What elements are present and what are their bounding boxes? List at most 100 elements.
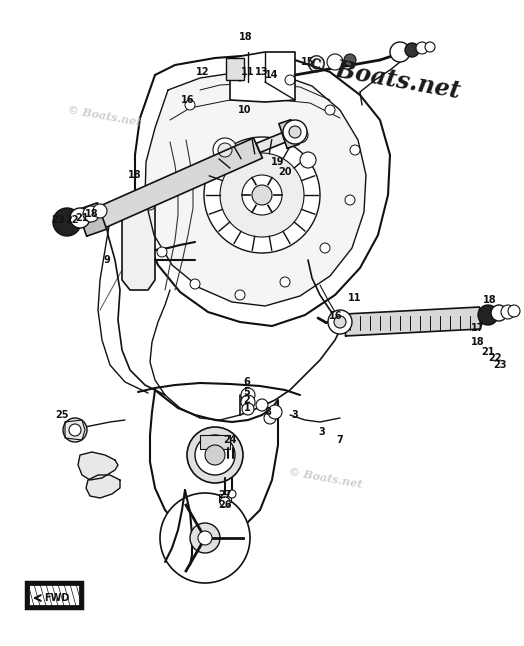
Text: 24: 24 [223,435,237,445]
Text: 7: 7 [336,435,343,445]
Text: 2: 2 [244,395,250,405]
Circle shape [344,54,356,66]
Circle shape [187,427,243,483]
Circle shape [508,305,520,317]
Polygon shape [145,72,366,306]
Text: 20: 20 [278,167,292,177]
Circle shape [416,42,428,54]
Circle shape [190,523,220,553]
Circle shape [280,277,290,287]
Text: 25: 25 [55,410,69,420]
Text: 18: 18 [128,170,142,180]
Text: 9: 9 [104,255,111,265]
Circle shape [264,412,276,424]
Text: 14: 14 [265,70,279,80]
Polygon shape [65,420,85,440]
Circle shape [70,208,90,228]
Text: © Boats.net: © Boats.net [287,466,363,490]
Circle shape [292,127,308,143]
Polygon shape [95,138,263,228]
Text: 5: 5 [244,387,250,397]
Polygon shape [150,390,278,538]
Polygon shape [256,132,287,152]
Text: 27: 27 [219,490,232,500]
Circle shape [327,54,343,70]
Circle shape [325,105,335,115]
Circle shape [256,399,268,411]
Text: 18: 18 [471,337,485,347]
Circle shape [289,126,301,138]
Circle shape [425,42,435,52]
Text: 15: 15 [301,57,315,67]
Polygon shape [78,203,106,236]
Text: 16: 16 [181,95,195,105]
Circle shape [218,143,232,157]
Text: 21: 21 [75,213,89,223]
Circle shape [300,152,316,168]
Circle shape [220,153,304,237]
Circle shape [478,305,498,325]
Circle shape [213,138,237,162]
Circle shape [195,435,235,475]
Text: 3: 3 [292,410,298,420]
Circle shape [390,42,410,62]
Circle shape [285,75,295,85]
Circle shape [83,206,99,222]
Text: 19: 19 [271,157,285,167]
Circle shape [320,243,330,253]
Circle shape [235,290,245,300]
Circle shape [185,100,195,110]
Circle shape [93,204,107,218]
Bar [26,582,82,608]
Text: 12: 12 [196,67,210,77]
Bar [226,58,244,80]
Text: FWD: FWD [45,593,70,603]
Text: 11: 11 [348,293,362,303]
Text: © Boats.net: © Boats.net [302,52,463,103]
Text: 22: 22 [488,353,502,363]
Circle shape [69,424,81,436]
Circle shape [205,445,225,465]
Circle shape [204,137,320,253]
Circle shape [345,195,355,205]
Circle shape [405,43,419,57]
Text: 6: 6 [244,377,250,387]
Text: 3: 3 [319,427,325,437]
Text: 11: 11 [241,67,255,77]
Text: 26: 26 [219,500,232,510]
Circle shape [268,405,282,419]
Circle shape [53,208,81,236]
Circle shape [350,145,360,155]
Circle shape [190,279,200,289]
Bar [200,435,230,449]
Polygon shape [122,192,155,290]
Text: 21: 21 [481,347,495,357]
Circle shape [501,305,515,319]
Text: 18: 18 [483,295,497,305]
Text: 10: 10 [238,105,252,115]
Polygon shape [344,307,481,336]
Text: 8: 8 [265,407,271,417]
Circle shape [328,310,352,334]
Circle shape [283,120,307,144]
Text: 22: 22 [66,215,79,225]
Circle shape [242,175,282,215]
Text: 17: 17 [471,323,485,333]
Circle shape [157,247,167,257]
Polygon shape [230,52,295,102]
Circle shape [160,493,250,583]
Circle shape [220,497,230,507]
Circle shape [242,403,254,415]
Circle shape [241,388,255,402]
Circle shape [63,418,87,442]
Polygon shape [135,55,390,326]
Text: 18: 18 [239,32,253,42]
Bar [28,584,80,606]
Circle shape [145,200,155,210]
Polygon shape [78,452,118,480]
Text: 23: 23 [493,360,507,370]
Text: 23: 23 [51,215,65,225]
Circle shape [228,490,236,498]
Circle shape [334,316,346,328]
Text: 13: 13 [255,67,269,77]
